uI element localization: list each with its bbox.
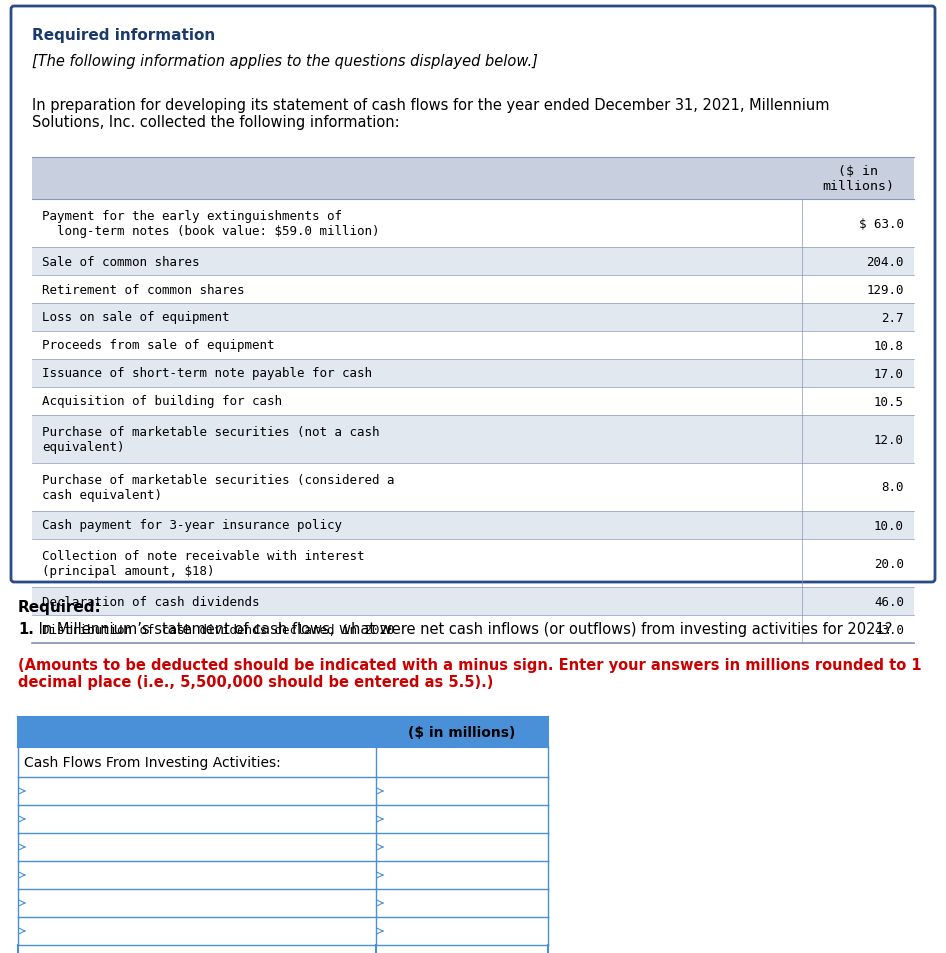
Text: 10.0: 10.0 [874,519,904,532]
Bar [32,304,914,332]
Text: Acquisition of building for cash: Acquisition of building for cash [42,395,282,408]
Text: Sale of common shares: Sale of common shares [42,255,200,268]
Text: 10.5: 10.5 [874,395,904,408]
Text: Required information: Required information [32,28,216,43]
Text: (Amounts to be deducted should be indicated with a minus sign. Enter your answer: (Amounts to be deducted should be indica… [18,658,921,690]
Text: 129.0: 129.0 [867,283,904,296]
FancyBboxPatch shape [11,7,935,582]
Text: Proceeds from sale of equipment: Proceeds from sale of equipment [42,339,274,352]
Text: Cash payment for 3-year insurance policy: Cash payment for 3-year insurance policy [42,519,342,532]
Text: In preparation for developing its statement of cash flows for the year ended Dec: In preparation for developing its statem… [32,98,830,131]
Text: Retirement of common shares: Retirement of common shares [42,283,244,296]
Text: ($ in millions): ($ in millions) [409,725,516,740]
Bar [32,359,914,388]
Text: 12.0: 12.0 [874,433,904,446]
Text: Declaration of cash dividends: Declaration of cash dividends [42,595,259,608]
Text: 1.: 1. [18,621,34,637]
Bar [18,718,548,747]
Text: Distribution of cash dividends declared in 2020: Distribution of cash dividends declared … [42,623,394,636]
Text: Collection of note receivable with interest
(principal amount, $18): Collection of note receivable with inter… [42,550,364,578]
Bar [32,158,914,200]
Text: 2.7: 2.7 [882,312,904,324]
Bar [32,248,914,275]
Text: Required:: Required: [18,599,102,615]
Text: 43.0: 43.0 [874,623,904,636]
Bar [32,416,914,463]
Text: In Millennium’s statement of cash flows, what were net cash inflows (or outflows: In Millennium’s statement of cash flows,… [34,621,892,637]
Text: Purchase of marketable securities (considered a
cash equivalent): Purchase of marketable securities (consi… [42,474,394,501]
Text: Loss on sale of equipment: Loss on sale of equipment [42,312,230,324]
Text: 204.0: 204.0 [867,255,904,268]
Text: ($ in
millions): ($ in millions) [822,165,894,193]
Text: 8.0: 8.0 [882,481,904,494]
Text: Issuance of short-term note payable for cash: Issuance of short-term note payable for … [42,367,372,380]
Text: 46.0: 46.0 [874,595,904,608]
Text: 10.8: 10.8 [874,339,904,352]
Text: 20.0: 20.0 [874,557,904,570]
Text: 17.0: 17.0 [874,367,904,380]
Text: $ 63.0: $ 63.0 [859,217,904,231]
Text: Payment for the early extinguishments of
  long-term notes (book value: $59.0 mi: Payment for the early extinguishments of… [42,210,379,237]
Bar [32,512,914,539]
Bar [32,587,914,616]
Text: Cash Flows From Investing Activities:: Cash Flows From Investing Activities: [24,755,281,769]
Text: Purchase of marketable securities (not a cash
equivalent): Purchase of marketable securities (not a… [42,426,379,454]
Text: [The following information applies to the questions displayed below.]: [The following information applies to th… [32,54,538,69]
